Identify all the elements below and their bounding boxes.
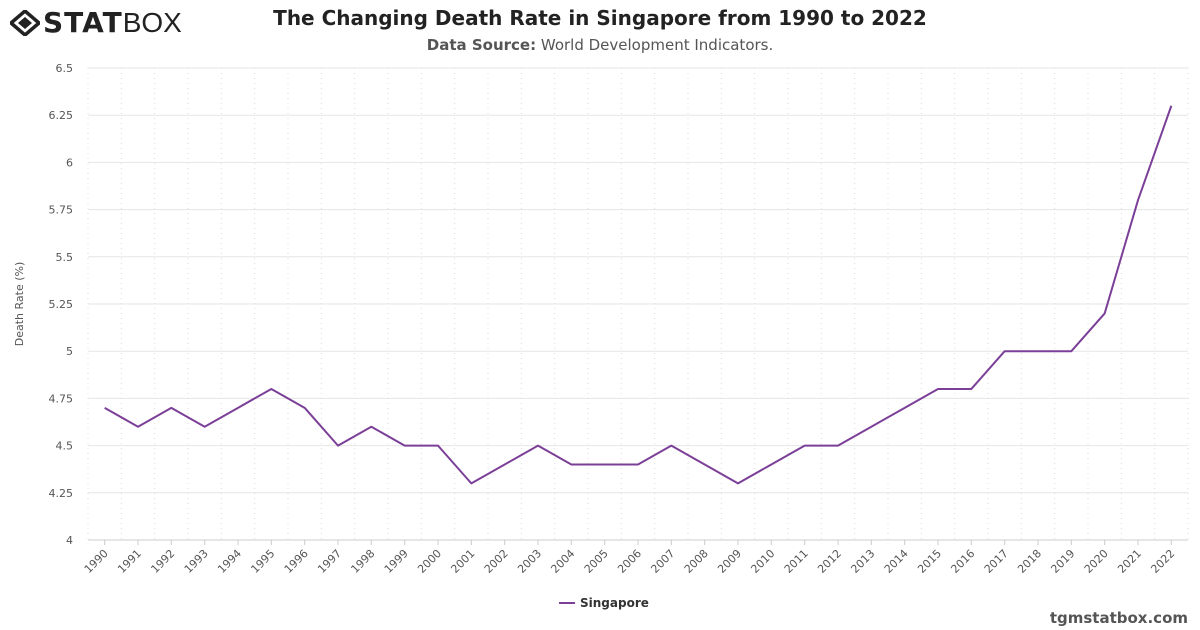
x-tick-label: 1995: [248, 547, 277, 576]
x-tick-label: 2006: [615, 547, 644, 576]
statbox-logo: STAT BOX: [10, 6, 182, 39]
y-tick-label: 5: [66, 345, 73, 358]
y-tick-label: 4: [66, 534, 73, 547]
y-tick-label: 4.75: [49, 392, 74, 405]
y-tick-label: 6.5: [56, 62, 74, 75]
x-tick-label: 1991: [115, 547, 144, 576]
chart-title: The Changing Death Rate in Singapore fro…: [273, 6, 927, 30]
x-tick-label: 2000: [415, 547, 444, 576]
y-tick-label: 5.75: [49, 204, 74, 217]
y-tick-label: 4.25: [49, 487, 74, 500]
logo-light: BOX: [122, 6, 182, 38]
x-tick-label: 2020: [1082, 547, 1111, 576]
chart-subtitle: Data Source: World Development Indicator…: [0, 36, 1200, 54]
series-line-singapore: [104, 105, 1173, 485]
legend[interactable]: Singapore: [559, 596, 649, 610]
x-tick-label: 2011: [782, 547, 811, 576]
x-tick-label: 2001: [448, 547, 477, 576]
footer-site: tgmstatbox.com: [1049, 609, 1188, 627]
y-tick-label: 6.25: [49, 109, 74, 122]
x-tick-label: 2016: [948, 547, 977, 576]
x-tick-label: 2015: [915, 547, 944, 576]
x-tick-label: 2013: [848, 547, 877, 576]
x-tick-label: 1990: [82, 547, 111, 576]
y-axis-label: Death Rate (%): [13, 262, 26, 347]
x-tick-label: 1992: [148, 547, 177, 576]
legend-label[interactable]: Singapore: [580, 596, 649, 610]
x-tick-label: 2014: [882, 547, 911, 576]
source-value: World Development Indicators.: [540, 36, 774, 54]
x-tick-label: 2002: [482, 547, 511, 576]
y-tick-label: 6: [66, 156, 73, 169]
x-tick-label: 2021: [1115, 547, 1144, 576]
source-label: Data Source:: [426, 36, 537, 54]
y-tick-label: 5.25: [49, 298, 74, 311]
x-tick-label: 2017: [982, 547, 1011, 576]
y-tick-label: 5.5: [56, 251, 74, 264]
y-tick-label: 4.5: [56, 440, 74, 453]
x-tick-label: 1999: [382, 547, 411, 576]
x-tick-label: 2019: [1048, 547, 1077, 576]
x-tick-label: 2004: [548, 547, 577, 576]
x-tick-label: 1994: [215, 547, 244, 576]
diamond-logo-icon: [10, 9, 40, 36]
x-tick-label: 2008: [682, 547, 711, 576]
x-tick-label: 1996: [282, 547, 311, 576]
x-tick-label: 2005: [582, 547, 611, 576]
x-tick-label: 1997: [315, 547, 344, 576]
x-tick-label: 1998: [348, 547, 377, 576]
x-tick-label: 1993: [182, 547, 211, 576]
logo-bold: STAT: [43, 6, 123, 39]
x-tick-label: 2009: [715, 547, 744, 576]
x-tick-label: 2018: [1015, 547, 1044, 576]
x-tick-label: 2010: [748, 547, 777, 576]
x-tick-label: 2012: [815, 547, 844, 576]
x-tick-label: 2022: [1148, 547, 1177, 576]
x-tick-label: 2007: [648, 547, 677, 576]
x-tick-label: 2003: [515, 547, 544, 576]
